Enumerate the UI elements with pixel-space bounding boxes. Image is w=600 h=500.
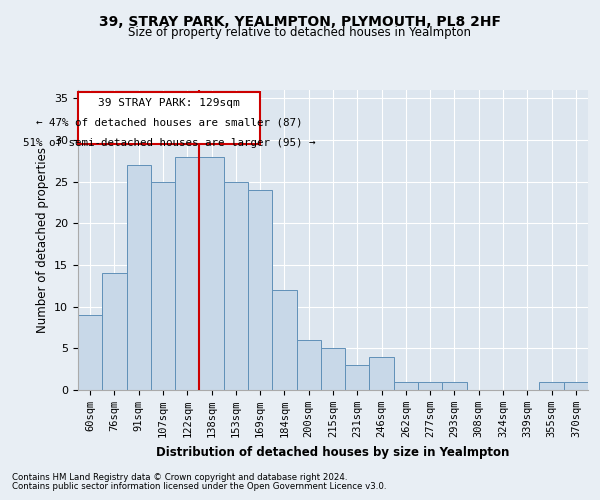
Bar bbox=[175, 156, 199, 390]
Bar bbox=[102, 274, 127, 390]
Bar bbox=[321, 348, 345, 390]
Bar bbox=[127, 165, 151, 390]
Bar bbox=[78, 315, 102, 390]
FancyBboxPatch shape bbox=[78, 92, 260, 144]
Bar bbox=[394, 382, 418, 390]
Text: Contains HM Land Registry data © Crown copyright and database right 2024.: Contains HM Land Registry data © Crown c… bbox=[12, 474, 347, 482]
Bar bbox=[539, 382, 564, 390]
Bar bbox=[564, 382, 588, 390]
Bar bbox=[345, 365, 370, 390]
Bar bbox=[418, 382, 442, 390]
Bar bbox=[151, 182, 175, 390]
Bar bbox=[296, 340, 321, 390]
Bar bbox=[199, 156, 224, 390]
Text: 39, STRAY PARK, YEALMPTON, PLYMOUTH, PL8 2HF: 39, STRAY PARK, YEALMPTON, PLYMOUTH, PL8… bbox=[99, 15, 501, 29]
Bar bbox=[272, 290, 296, 390]
Bar bbox=[370, 356, 394, 390]
Text: 39 STRAY PARK: 129sqm: 39 STRAY PARK: 129sqm bbox=[98, 98, 240, 108]
Bar bbox=[248, 190, 272, 390]
Y-axis label: Number of detached properties: Number of detached properties bbox=[35, 147, 49, 333]
Text: Size of property relative to detached houses in Yealmpton: Size of property relative to detached ho… bbox=[128, 26, 472, 39]
Text: 51% of semi-detached houses are larger (95) →: 51% of semi-detached houses are larger (… bbox=[23, 138, 316, 148]
X-axis label: Distribution of detached houses by size in Yealmpton: Distribution of detached houses by size … bbox=[157, 446, 509, 458]
Bar bbox=[224, 182, 248, 390]
Text: ← 47% of detached houses are smaller (87): ← 47% of detached houses are smaller (87… bbox=[36, 117, 302, 127]
Bar bbox=[442, 382, 467, 390]
Text: Contains public sector information licensed under the Open Government Licence v3: Contains public sector information licen… bbox=[12, 482, 386, 491]
